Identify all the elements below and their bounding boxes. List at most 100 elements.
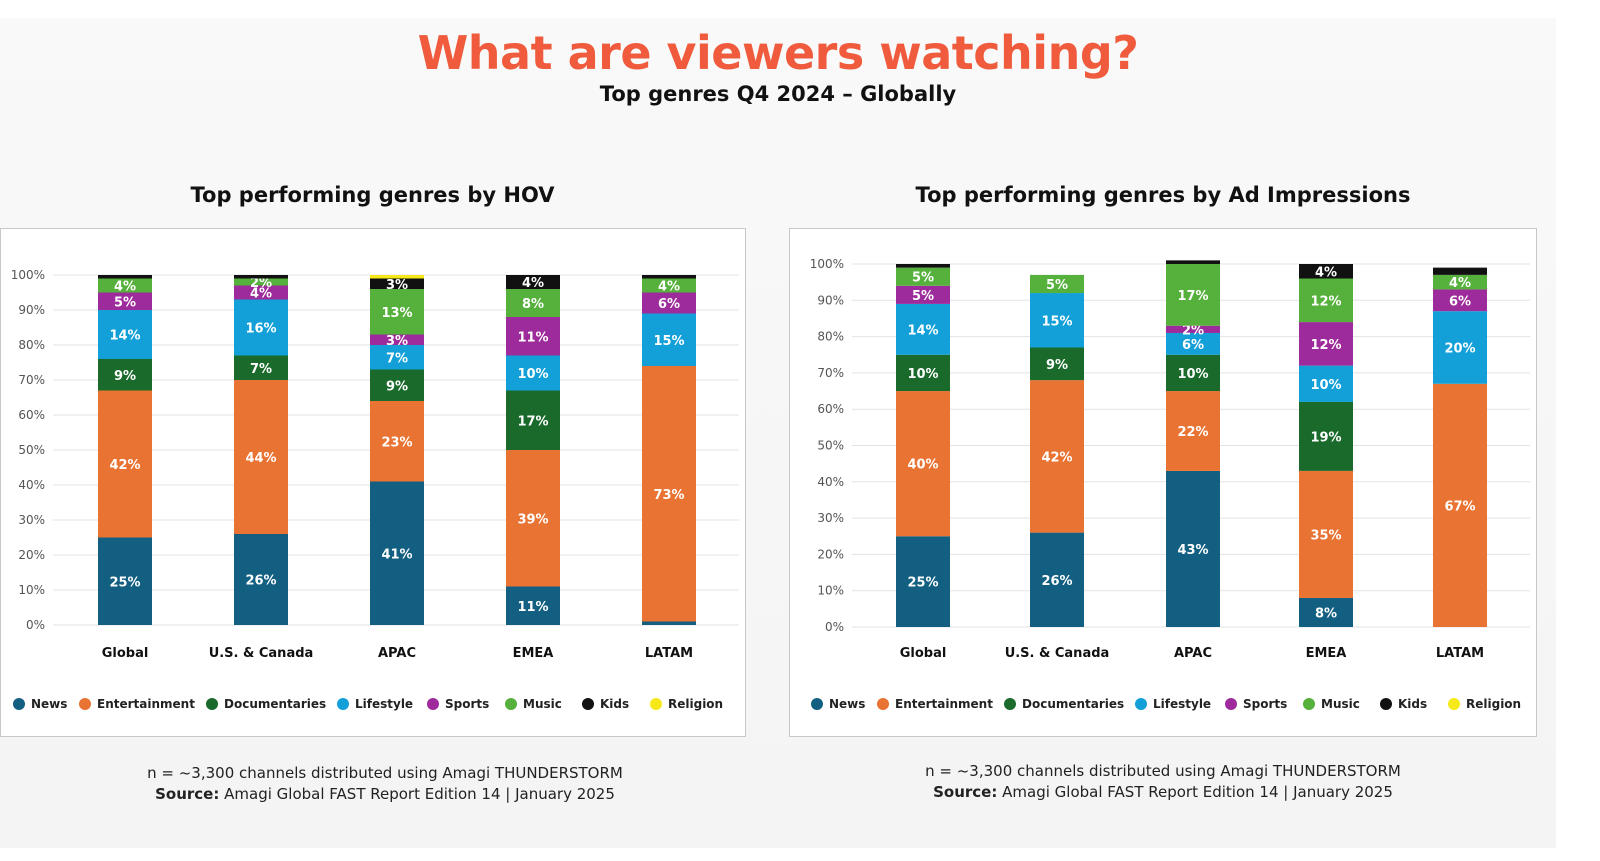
- y-tick-label: 10%: [817, 584, 844, 598]
- data-label: 17%: [517, 414, 548, 429]
- bar-segment-lifestyle: [234, 299, 288, 356]
- category-label: EMEA: [513, 646, 554, 661]
- y-tick-label: 80%: [817, 330, 844, 344]
- legend-marker: [13, 698, 25, 710]
- data-label: 4%: [114, 280, 136, 295]
- legend-marker: [811, 698, 823, 710]
- bar-segment-documentaries: [1030, 347, 1084, 381]
- bar-segment-news: [506, 586, 560, 625]
- ad-impressions-chart-panel: 0% 10% 20% 30% 40% 50% 60% 70% 80% 90% 100% 25% 40% 1…: [789, 228, 1537, 737]
- category-label: Global: [900, 646, 947, 661]
- data-label: 17%: [1177, 289, 1208, 304]
- bar-segment-documentaries: [234, 355, 288, 380]
- page-subtitle: Top genres Q4 2024 – Globally: [599, 82, 957, 106]
- y-tick-label: 100%: [11, 268, 45, 282]
- bar-segment-entertainment: [506, 450, 560, 587]
- data-label: 12%: [1310, 338, 1341, 353]
- y-tick-label: 20%: [817, 547, 844, 561]
- legend-marker: [1380, 698, 1392, 710]
- data-label: 6%: [658, 297, 680, 312]
- data-label: 39%: [517, 512, 548, 527]
- ad-impressions-chart-title: Top performing genres by Ad Impressions: [915, 183, 1411, 207]
- legend-label: Sports: [445, 697, 489, 711]
- bar-segment-documentaries: [506, 390, 560, 450]
- legend-label: News: [829, 697, 865, 711]
- data-label: 5%: [1046, 278, 1068, 293]
- y-tick-label: 50%: [18, 443, 45, 457]
- legend-label: Entertainment: [97, 697, 195, 711]
- bar-segment-news: [370, 481, 424, 625]
- legend-marker: [79, 698, 91, 710]
- category-label: LATAM: [645, 646, 693, 661]
- bar-segment-lifestyle: [98, 310, 152, 359]
- source-label: Source:: [155, 785, 220, 803]
- data-label: 6%: [1182, 338, 1204, 353]
- data-label: 4%: [522, 276, 544, 291]
- legend-marker: [337, 698, 349, 710]
- data-label: 16%: [245, 322, 276, 337]
- bar-segment-kids: [234, 275, 288, 279]
- legend-marker: [650, 698, 662, 710]
- data-label: 12%: [1310, 294, 1341, 309]
- y-tick-label: 20%: [18, 548, 45, 562]
- legend-label: News: [31, 697, 67, 711]
- bar-segment-news: [1299, 597, 1353, 627]
- ad-impressions-footnote: n = ~3,300 channels distributed using Am…: [770, 761, 1556, 803]
- legend-label: Music: [1321, 697, 1360, 711]
- y-tick-label: 90%: [817, 293, 844, 307]
- bar-segment-kids: [1433, 267, 1487, 275]
- page-title: What are viewers watching?: [417, 26, 1139, 80]
- y-tick-label: 70%: [817, 366, 844, 380]
- data-label: 10%: [1177, 367, 1208, 382]
- category-label: APAC: [378, 646, 416, 661]
- data-label: 22%: [1177, 425, 1208, 440]
- data-label: 13%: [381, 306, 412, 321]
- bar-segment-news: [98, 537, 152, 625]
- footnote-sample-size: n = ~3,300 channels distributed using Am…: [147, 764, 623, 782]
- data-label: 3%: [386, 278, 408, 293]
- data-label: 23%: [381, 435, 412, 450]
- data-label: 5%: [912, 271, 934, 286]
- bar-segment-entertainment: [642, 366, 696, 622]
- y-tick-label: 40%: [817, 475, 844, 489]
- data-label: 15%: [1041, 314, 1072, 329]
- legend-marker: [206, 698, 218, 710]
- bar-segment-sports: [1166, 325, 1220, 333]
- data-label: 6%: [1449, 294, 1471, 309]
- data-label: 40%: [907, 458, 938, 473]
- bar-segment-music: [642, 278, 696, 293]
- legend-label: Lifestyle: [1153, 697, 1211, 711]
- bar-segment-kids: [1299, 264, 1353, 279]
- data-label: 25%: [907, 576, 938, 591]
- legend-label: Documentaries: [224, 697, 326, 711]
- bar-segment-lifestyle: [370, 345, 424, 370]
- bar-segment-news: [642, 621, 696, 625]
- bar-segment-music: [1299, 278, 1353, 323]
- legend-label: Lifestyle: [355, 697, 413, 711]
- y-tick-label: 70%: [18, 373, 45, 387]
- bar-segment-entertainment: [370, 401, 424, 482]
- bar-segment-music: [370, 289, 424, 335]
- bar-segment-lifestyle: [896, 303, 950, 355]
- data-label: 73%: [653, 488, 684, 503]
- legend-marker: [582, 698, 594, 710]
- category-label: EMEA: [1306, 646, 1347, 661]
- bar-segment-news: [234, 534, 288, 625]
- data-label: 19%: [1310, 430, 1341, 445]
- legend-marker: [1448, 698, 1460, 710]
- source-text: Amagi Global FAST Report Edition 14 | Ja…: [224, 785, 615, 803]
- bar-segment-lifestyle: [506, 355, 560, 391]
- y-tick-label: 40%: [18, 478, 45, 492]
- hov-chart-panel: 0% 10% 20% 30% 40% 50% 60% 70% 80% 90% 100% 25% 42% 9…: [0, 228, 746, 737]
- legend-label: Kids: [600, 697, 629, 711]
- hov-footnote: n = ~3,300 channels distributed using Am…: [0, 763, 770, 805]
- data-label: 44%: [245, 451, 276, 466]
- data-label: 14%: [109, 329, 140, 344]
- bar-segment-music: [1433, 274, 1487, 290]
- category-label: U.S. & Canada: [209, 646, 314, 661]
- data-label: 9%: [386, 379, 408, 394]
- bar-segment-news: [1166, 470, 1220, 627]
- legend-label: Music: [523, 697, 562, 711]
- source-label: Source:: [933, 783, 998, 801]
- legend-marker: [1225, 698, 1237, 710]
